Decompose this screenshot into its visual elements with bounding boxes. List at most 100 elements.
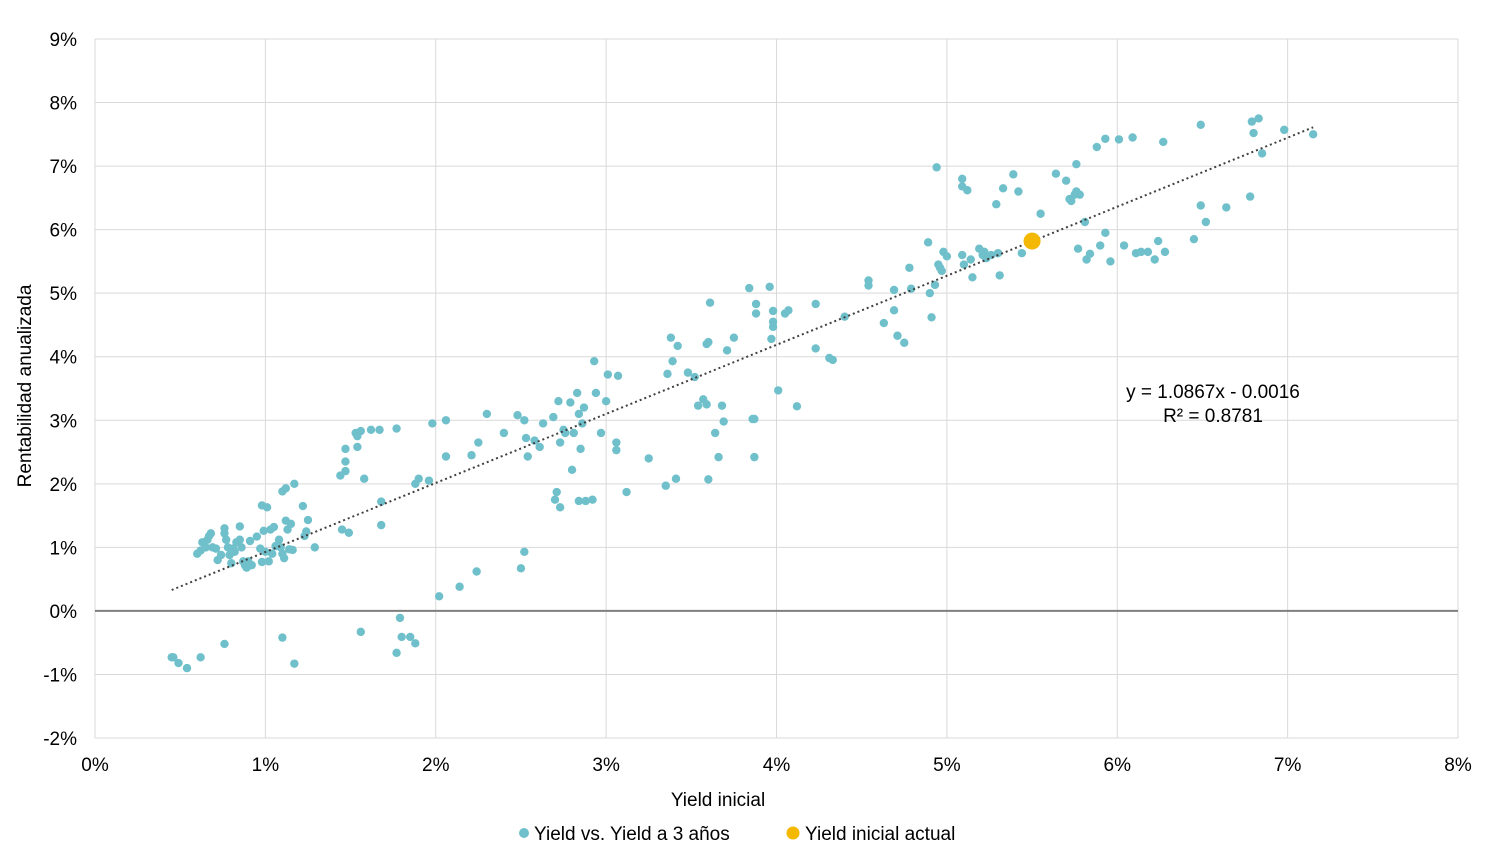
data-point — [751, 299, 761, 309]
data-point — [220, 524, 229, 533]
data-point — [276, 543, 285, 552]
data-point — [262, 503, 272, 512]
data-point — [257, 557, 267, 567]
data-point — [705, 298, 715, 307]
data-point — [612, 445, 621, 455]
data-point — [765, 282, 774, 292]
x-tick-label: 3% — [592, 755, 620, 776]
data-point — [576, 444, 585, 454]
data-point — [235, 522, 245, 531]
data-point — [864, 281, 873, 290]
data-point — [274, 535, 284, 544]
y-tick-label: 4% — [50, 348, 78, 369]
data-point — [1245, 192, 1255, 201]
data-point — [578, 419, 587, 428]
data-point — [269, 522, 279, 532]
data-point — [572, 388, 582, 398]
x-tick-label: 7% — [1274, 755, 1302, 776]
trendline — [171, 126, 1314, 591]
data-point — [963, 186, 972, 195]
x-tick-label: 5% — [933, 755, 961, 776]
data-point — [516, 564, 526, 573]
trendline-equation: y = 1.0867x - 0.0016 — [1126, 382, 1300, 403]
data-point — [666, 333, 676, 342]
data-point — [530, 436, 539, 445]
data-point — [220, 639, 229, 649]
data-point — [1150, 255, 1159, 264]
data-point — [1257, 149, 1267, 158]
data-point — [552, 487, 561, 497]
data-point — [1201, 217, 1211, 227]
data-point — [1128, 133, 1137, 142]
legend: Yield vs. Yield a 3 años Yield inicial a… — [519, 824, 955, 845]
data-point — [992, 200, 1001, 209]
y-axis-tick-labels: -2% -1% 0% 1% 2% 3% 4% 5% 6% 7% 8% 9% — [43, 30, 77, 750]
data-point — [993, 248, 1003, 258]
data-point — [588, 495, 597, 504]
data-point — [612, 438, 621, 447]
data-point — [1196, 201, 1205, 210]
data-point — [811, 344, 820, 353]
y-tick-label: 1% — [50, 538, 78, 559]
data-point — [1280, 125, 1289, 135]
y-tick-label: 0% — [50, 602, 78, 623]
data-point — [905, 263, 914, 272]
data-point — [704, 337, 713, 347]
data-point — [1017, 248, 1027, 258]
data-point — [1247, 117, 1257, 126]
data-point — [566, 398, 575, 407]
data-point — [216, 550, 226, 560]
data-point — [693, 401, 703, 410]
data-point — [414, 474, 423, 483]
data-point — [290, 479, 299, 489]
data-point — [1096, 241, 1105, 250]
data-point — [1249, 128, 1258, 138]
data-point — [1136, 247, 1146, 257]
data-point — [169, 653, 178, 662]
y-tick-label: 7% — [50, 157, 78, 178]
y-tick-label: 5% — [50, 284, 78, 305]
data-point — [397, 632, 406, 642]
data-point — [998, 184, 1008, 193]
x-tick-label: 6% — [1104, 755, 1132, 776]
current-point — [1023, 232, 1041, 250]
data-point — [932, 163, 941, 172]
data-point — [221, 535, 231, 544]
data-point — [267, 549, 277, 558]
data-point — [1196, 120, 1205, 129]
data-point — [174, 658, 183, 668]
x-tick-label: 4% — [763, 755, 791, 776]
data-point — [538, 419, 548, 428]
data-point — [958, 250, 967, 260]
data-point — [750, 414, 759, 424]
data-point — [792, 402, 802, 411]
y-tick-label: 6% — [50, 221, 78, 242]
data-point — [968, 273, 977, 282]
data-point — [937, 266, 946, 276]
data-point — [717, 401, 727, 410]
data-point — [574, 496, 584, 506]
x-axis-title: Yield inicial — [671, 790, 765, 811]
data-point — [302, 527, 311, 536]
data-point — [353, 442, 362, 452]
data-point — [900, 338, 909, 347]
data-point — [966, 255, 975, 264]
data-point — [550, 495, 560, 504]
data-point — [1092, 142, 1102, 152]
data-point — [750, 452, 759, 462]
data-point — [673, 341, 682, 351]
data-point — [751, 309, 761, 318]
data-point — [252, 532, 262, 541]
data-point — [663, 369, 672, 379]
data-point — [1072, 159, 1081, 169]
data-point — [893, 331, 902, 340]
data-point — [424, 476, 434, 485]
data-point — [1009, 170, 1018, 179]
data-point — [925, 288, 935, 298]
data-point — [211, 544, 221, 553]
data-point — [288, 545, 297, 555]
data-point — [1189, 234, 1199, 244]
data-point — [549, 412, 558, 422]
data-point — [671, 474, 681, 483]
data-point — [337, 525, 347, 534]
